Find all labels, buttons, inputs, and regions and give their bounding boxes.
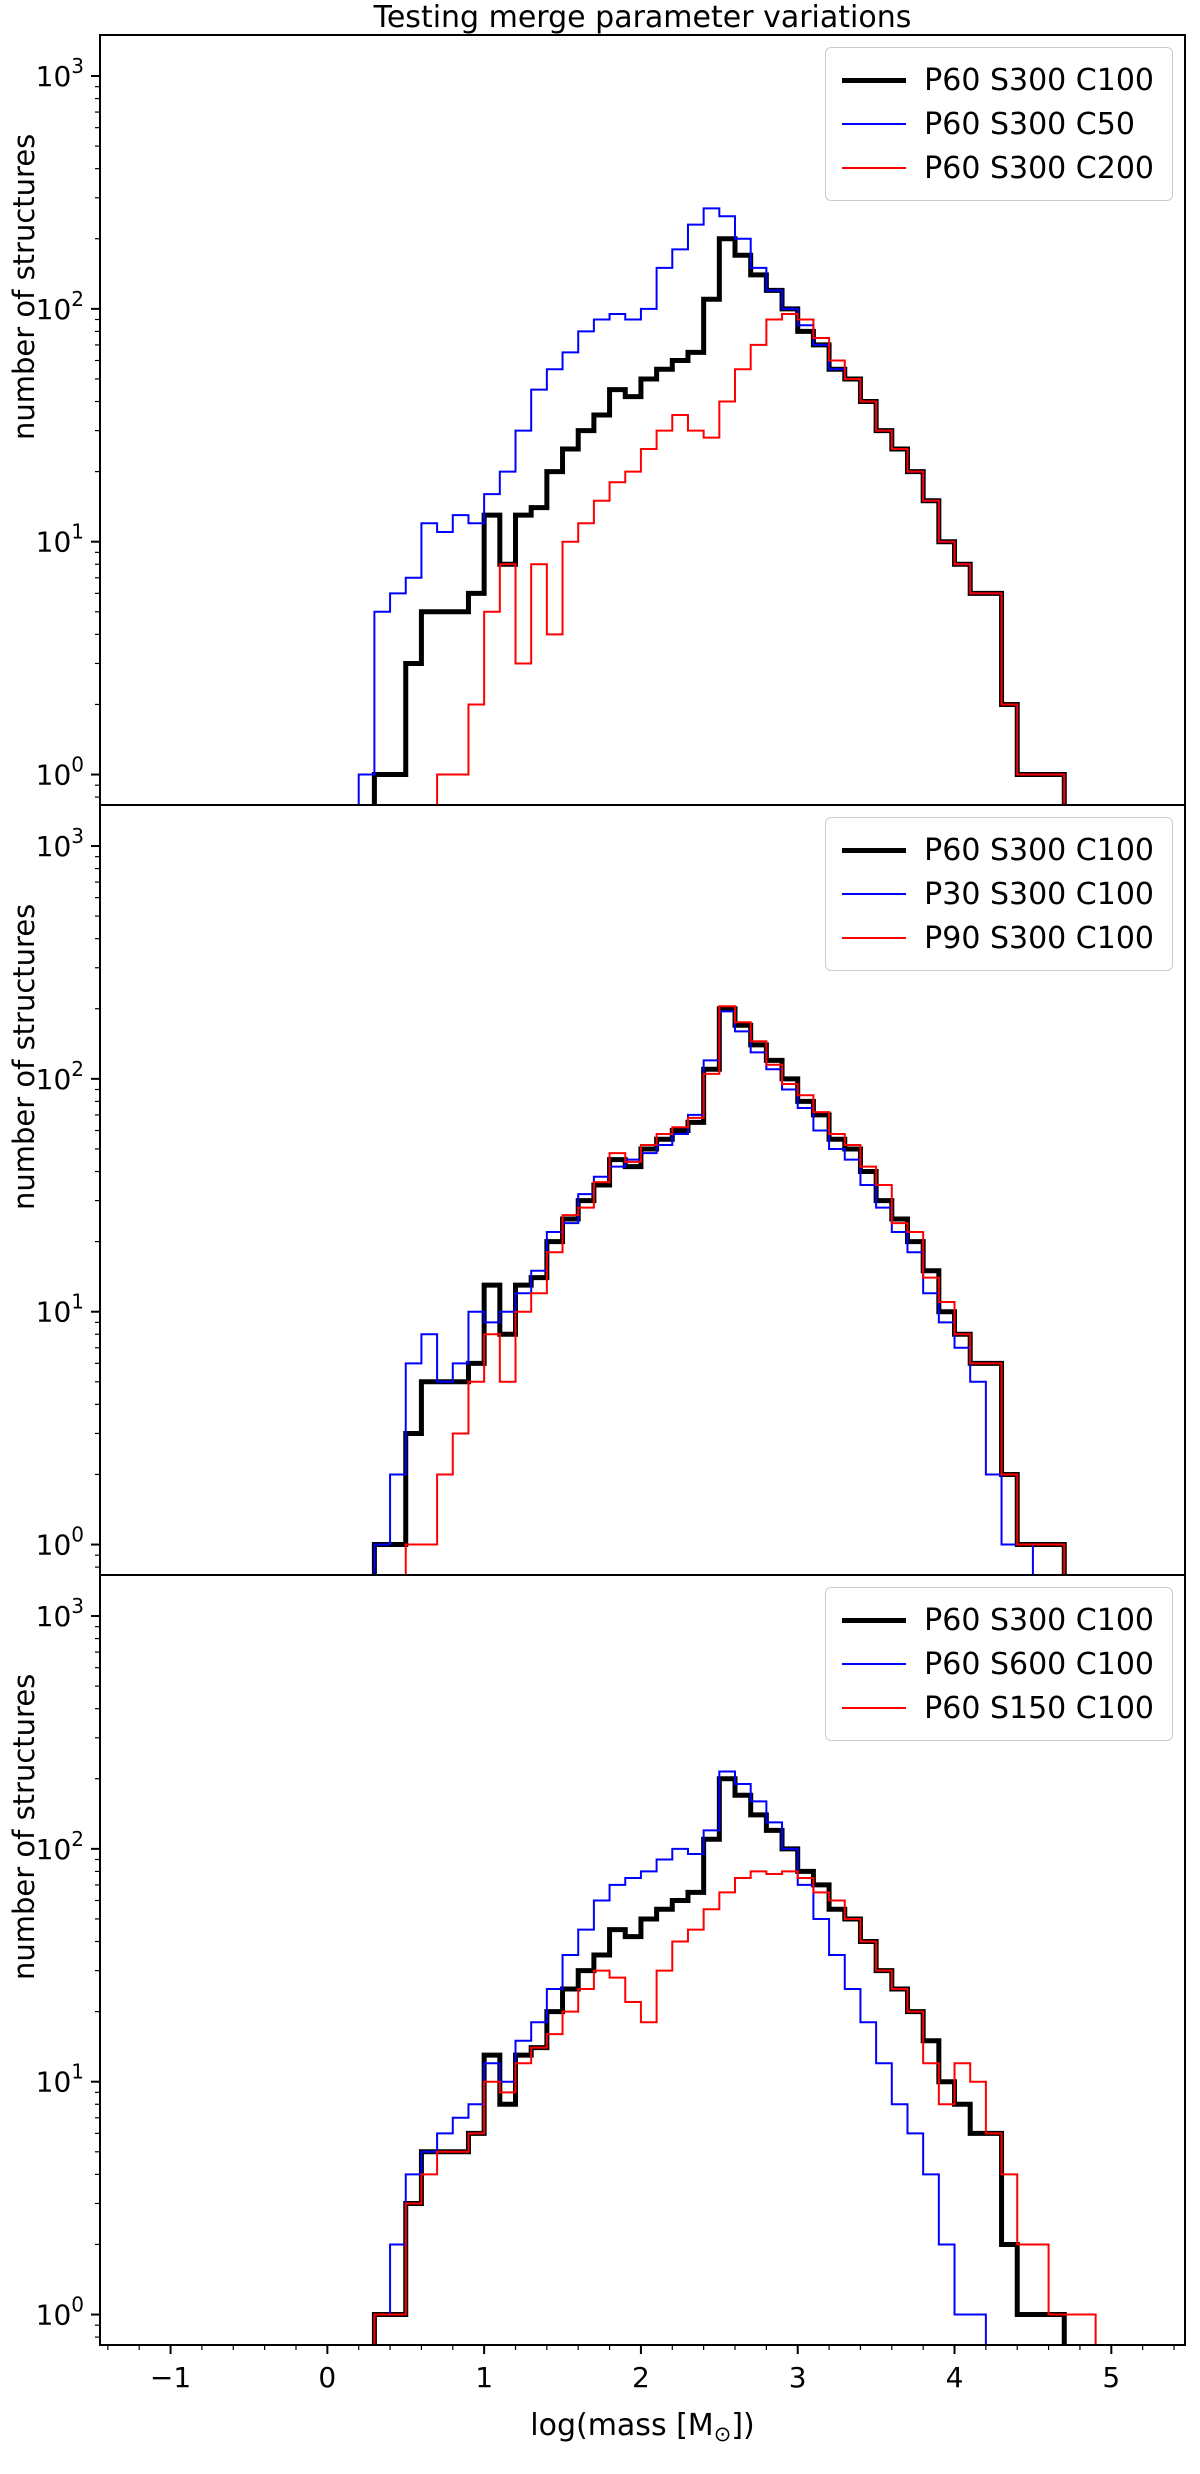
legend-panel-1: P60 S300 C100 P30 S300 C100 P90 S300 C10…	[825, 817, 1173, 971]
legend-line-red	[842, 1707, 907, 1709]
legend-label: P60 S300 C100	[924, 62, 1154, 98]
x-tick-label: 4	[946, 2361, 964, 2394]
y-tick-label: 102	[36, 1057, 84, 1096]
x-axis-label: log(mass [M⊙])	[100, 2408, 1185, 2446]
y-tick-label: 100	[36, 1523, 84, 1562]
y-tick-label: 101	[36, 2060, 84, 2099]
legend-label: P60 S300 C100	[924, 1602, 1154, 1638]
legend-entry: P60 S300 C100	[842, 828, 1154, 872]
sun-symbol: ⊙	[713, 2422, 732, 2446]
legend-line-blue	[842, 1663, 907, 1665]
y-tick-label: 102	[36, 287, 84, 326]
legend-entry: P60 S300 C50	[842, 102, 1154, 146]
x-tick-label: 1	[475, 2361, 493, 2394]
legend-line-red	[842, 937, 907, 939]
y-tick-label: 103	[36, 54, 84, 93]
x-axis-label-pre: log(mass [M	[530, 2408, 714, 2443]
histogram-line-p60-s300-c200	[436, 313, 1066, 805]
y-tick-label: 100	[36, 753, 84, 792]
y-tick-label: 101	[36, 1290, 84, 1329]
legend-line-red	[842, 167, 907, 169]
y-tick-label: 103	[36, 824, 84, 863]
histogram-line-p60-s300-c100	[371, 1006, 1067, 1575]
y-tick-label: 102	[36, 1827, 84, 1866]
y-tick-label: 103	[36, 1594, 84, 1633]
histogram-line-p60-s300-c100	[371, 236, 1067, 805]
x-tick-label: −1	[150, 2361, 191, 2394]
legend-entry: P30 S300 C100	[842, 872, 1154, 916]
legend-label: P60 S300 C200	[924, 150, 1154, 186]
histogram-line-p90-s300-c100	[404, 1005, 1066, 1575]
legend-line-blue	[842, 123, 907, 125]
legend-label: P60 S300 C100	[924, 832, 1154, 868]
legend-line-black	[842, 1617, 907, 1623]
legend-panel-2: P60 S300 C100 P60 S600 C100 P60 S150 C10…	[825, 1587, 1173, 1741]
legend-label: P60 S300 C50	[924, 106, 1135, 142]
panel-border	[99, 1574, 1186, 2346]
legend-entry: P60 S300 C100	[842, 1598, 1154, 1642]
legend-line-black	[842, 847, 907, 853]
x-tick-label: 0	[318, 2361, 336, 2394]
legend-label: P60 S150 C100	[924, 1690, 1154, 1726]
legend-entry: P60 S300 C200	[842, 146, 1154, 190]
x-tick-label: 2	[632, 2361, 650, 2394]
legend-entry: P60 S150 C100	[842, 1686, 1154, 1730]
y-axis-label: number of structures	[7, 1673, 41, 1980]
y-axis-label: number of structures	[7, 903, 41, 1210]
legend-entry: P90 S300 C100	[842, 916, 1154, 960]
legend-panel-0: P60 S300 C100 P60 S300 C50 P60 S300 C200	[825, 47, 1173, 201]
x-tick-label: 3	[789, 2361, 807, 2394]
histogram-line-p60-s150-c100	[373, 1870, 1097, 2345]
legend-line-blue	[842, 893, 907, 895]
histogram-line-p60-s300-c100	[371, 1776, 1067, 2345]
y-axis-label: number of structures	[7, 133, 41, 440]
x-axis-label-post: ])	[731, 2408, 755, 2443]
legend-line-black	[842, 77, 907, 83]
chart-title: Testing merge parameter variations	[373, 0, 912, 35]
legend-label: P90 S300 C100	[924, 920, 1154, 956]
y-tick-label: 100	[36, 2293, 84, 2332]
legend-label: P30 S300 C100	[924, 876, 1154, 912]
legend-entry: P60 S300 C100	[842, 58, 1154, 102]
histogram-line-p60-s600-c100	[373, 1770, 987, 2345]
legend-label: P60 S600 C100	[924, 1646, 1154, 1682]
legend-entry: P60 S600 C100	[842, 1642, 1154, 1686]
y-tick-label: 101	[36, 520, 84, 559]
x-tick-label: 5	[1102, 2361, 1120, 2394]
